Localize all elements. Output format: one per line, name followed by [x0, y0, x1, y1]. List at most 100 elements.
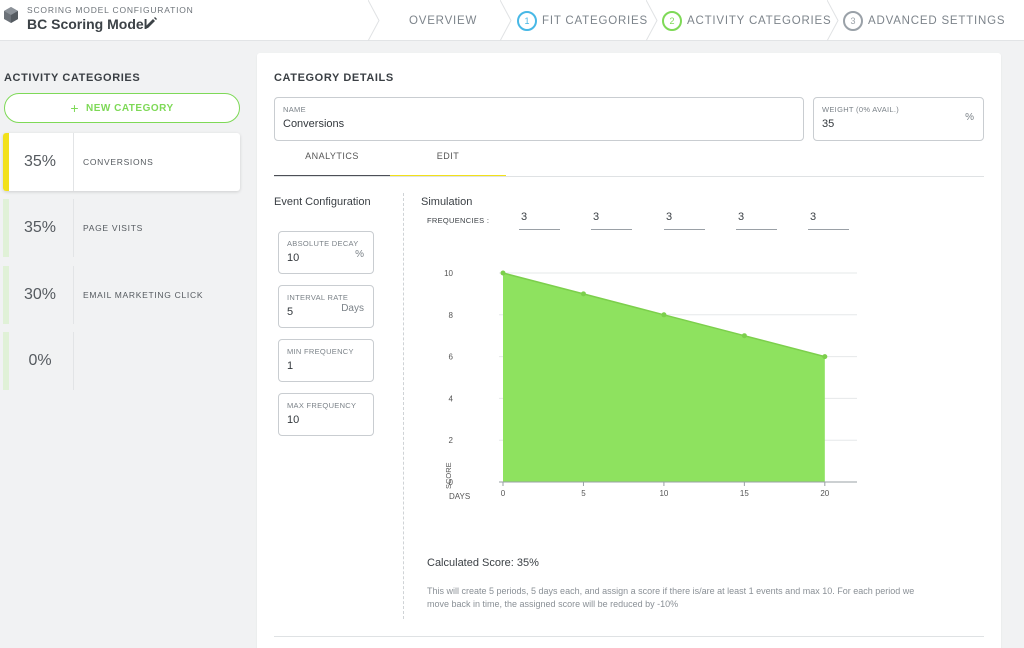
model-title: BC Scoring Model: [27, 16, 148, 32]
frequency-input[interactable]: 3: [664, 211, 705, 230]
interval-rate-field[interactable]: INTERVAL RATE Days: [278, 285, 374, 328]
step-number: 3: [843, 10, 863, 31]
y-tick-label: 2: [449, 436, 454, 445]
weight-input[interactable]: [822, 118, 941, 130]
data-point: [741, 333, 747, 339]
calculated-score: Calculated Score: 35%: [427, 557, 539, 569]
step-label: ADVANCED SETTINGS: [868, 14, 1006, 27]
bottom-divider: [274, 636, 984, 637]
weight-label: WEIGHT (0% AVAIL.): [822, 105, 900, 114]
page-subtitle: SCORING MODEL CONFIGURATION: [27, 5, 194, 15]
y-tick-label: 8: [449, 311, 454, 320]
y-tick-label: 6: [449, 353, 454, 362]
interval-rate-suffix: Days: [341, 303, 364, 314]
step-activity-categories[interactable]: 2 ACTIVITY CATEGORIES: [662, 0, 832, 41]
step-separator-icon: [646, 0, 658, 41]
panel-heading: CATEGORY DETAILS: [274, 72, 394, 84]
top-bar: SCORING MODEL CONFIGURATION BC Scoring M…: [0, 0, 1024, 41]
absolute-decay-label: ABSOLUTE DECAY: [287, 239, 359, 248]
category-name: EMAIL MARKETING CLICK: [83, 290, 204, 300]
name-label: NAME: [283, 105, 306, 114]
step-label: FIT CATEGORIES: [542, 14, 648, 27]
data-point: [580, 291, 586, 297]
category-item-conversions[interactable]: 35% CONVERSIONS: [3, 133, 240, 191]
category-color-bar: [3, 199, 9, 257]
data-point: [500, 270, 506, 276]
step-separator-icon: [500, 0, 512, 41]
category-name: PAGE VISITS: [83, 223, 143, 233]
y-axis-label: SCORE: [444, 462, 453, 489]
interval-rate-input[interactable]: [287, 306, 353, 318]
category-percent: 0%: [28, 352, 52, 369]
min-frequency-input[interactable]: [287, 360, 353, 372]
cube-icon: [4, 7, 18, 23]
divider: [73, 332, 74, 390]
category-item-page-visits[interactable]: 35% PAGE VISITS: [3, 199, 240, 257]
x-tick-label: 0: [501, 489, 506, 498]
step-overview[interactable]: OVERVIEW: [409, 0, 477, 41]
sidebar-heading: ACTIVITY CATEGORIES: [4, 72, 141, 84]
frequency-input[interactable]: 3: [736, 211, 777, 230]
category-color-bar: [3, 133, 9, 191]
category-color-bar: [3, 332, 9, 390]
absolute-decay-input[interactable]: [287, 252, 353, 264]
step-label: OVERVIEW: [409, 14, 478, 27]
frequency-input[interactable]: 3: [808, 211, 849, 230]
x-tick-label: 10: [659, 489, 668, 498]
plus-icon: +: [70, 100, 79, 116]
category-percent: 35%: [23, 153, 57, 170]
step-fit-categories[interactable]: 1 FIT CATEGORIES: [517, 0, 648, 41]
name-input[interactable]: [283, 118, 653, 130]
max-frequency-input[interactable]: [287, 414, 353, 426]
frequency-input[interactable]: 3: [591, 211, 632, 230]
step-number: 1: [517, 10, 537, 31]
event-configuration-title: Event Configuration: [274, 196, 371, 208]
absolute-decay-field[interactable]: ABSOLUTE DECAY %: [278, 231, 374, 274]
interval-rate-label: INTERVAL RATE: [287, 293, 349, 302]
weight-field[interactable]: WEIGHT (0% AVAIL.) %: [813, 97, 984, 141]
new-category-label: NEW CATEGORY: [86, 102, 174, 114]
step-label: ACTIVITY CATEGORIES: [687, 14, 832, 27]
tab-edit[interactable]: EDIT: [390, 151, 506, 177]
absolute-decay-suffix: %: [355, 249, 364, 260]
tabs-underline: [274, 176, 984, 177]
divider: [73, 133, 74, 191]
step-separator-icon: [368, 0, 380, 41]
section-divider: [403, 193, 404, 619]
tab-analytics[interactable]: ANALYTICS: [274, 151, 390, 177]
data-point: [661, 312, 667, 318]
x-tick-label: 20: [820, 489, 829, 498]
max-frequency-label: MAX FREQUENCY: [287, 401, 357, 410]
divider: [73, 266, 74, 324]
max-frequency-field[interactable]: MAX FREQUENCY: [278, 393, 374, 436]
weight-suffix: %: [965, 112, 974, 123]
x-tick-label: 5: [581, 489, 586, 498]
name-field[interactable]: NAME: [274, 97, 804, 141]
x-tick-label: 15: [740, 489, 749, 498]
simulation-description: This will create 5 periods, 5 days each,…: [427, 586, 915, 609]
frequencies-label: FREQUENCIES :: [427, 216, 490, 225]
category-details-panel: CATEGORY DETAILS NAME WEIGHT (0% AVAIL.)…: [257, 53, 1001, 648]
min-frequency-label: MIN FREQUENCY: [287, 347, 354, 356]
divider: [73, 199, 74, 257]
data-point: [822, 354, 828, 360]
category-item-unnamed[interactable]: 0%: [3, 332, 240, 390]
step-number: 2: [662, 10, 682, 31]
min-frequency-field[interactable]: MIN FREQUENCY: [278, 339, 374, 382]
category-percent: 35%: [23, 219, 57, 236]
y-tick-label: 0: [449, 478, 454, 487]
category-item-email-marketing-click[interactable]: 30% EMAIL MARKETING CLICK: [3, 266, 240, 324]
y-tick-label: 4: [449, 394, 454, 403]
x-axis-label: DAYS: [449, 492, 470, 501]
category-name: CONVERSIONS: [83, 157, 154, 167]
simulation-chart: 0 5 10 15 20 0 2 4 6 8 10 SCORE DAYS: [444, 269, 857, 501]
category-percent: 30%: [23, 286, 57, 303]
category-color-bar: [3, 266, 9, 324]
frequency-input[interactable]: 3: [519, 211, 560, 230]
step-advanced-settings[interactable]: 3 ADVANCED SETTINGS: [843, 0, 1005, 41]
step-separator-icon: [827, 0, 839, 41]
pencil-icon[interactable]: [144, 16, 158, 30]
new-category-button[interactable]: + NEW CATEGORY: [4, 93, 240, 123]
simulation-title: Simulation: [421, 196, 473, 208]
area-series: [503, 273, 825, 482]
